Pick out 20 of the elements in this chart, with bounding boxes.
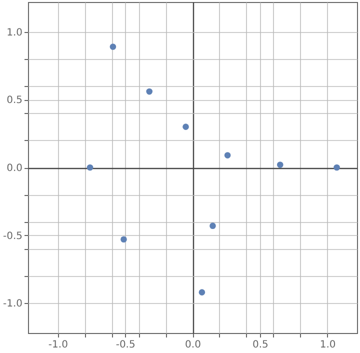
point bbox=[86, 164, 94, 171]
point bbox=[210, 222, 216, 229]
x-tick-label: -0.5 bbox=[116, 340, 136, 350]
point bbox=[198, 289, 206, 296]
x-tick-label: 0.0 bbox=[185, 340, 201, 350]
x-tick-label: -1.0 bbox=[48, 340, 68, 350]
y-tick-label: 0.5 bbox=[6, 95, 22, 106]
y-tick-label: -0.5 bbox=[2, 230, 22, 242]
y-tick-label: -1.0 bbox=[2, 298, 22, 310]
point bbox=[276, 162, 284, 168]
point bbox=[334, 164, 340, 171]
point bbox=[146, 88, 153, 95]
x-tick-label: 1.0 bbox=[320, 340, 336, 350]
y-tick-label: 0.0 bbox=[6, 163, 22, 174]
point bbox=[224, 152, 231, 158]
x-tick-label: 0.5 bbox=[252, 340, 268, 350]
y-tick-label: 1.0 bbox=[6, 27, 22, 38]
point bbox=[120, 236, 127, 243]
point bbox=[110, 44, 116, 50]
point bbox=[182, 124, 189, 130]
